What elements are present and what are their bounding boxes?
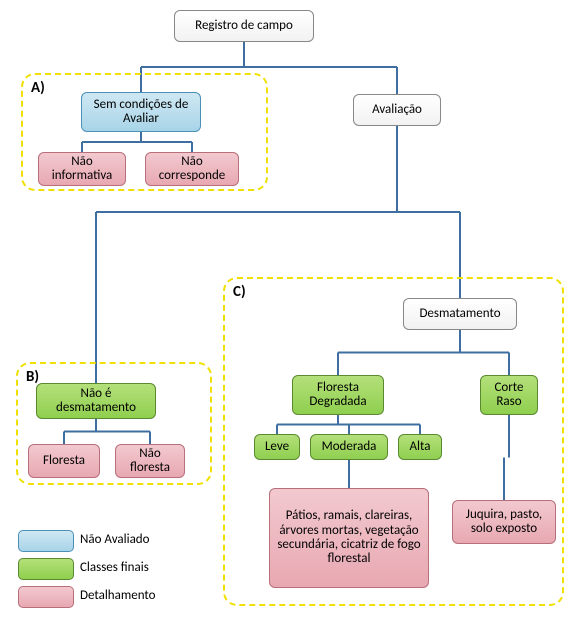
- node-det2: Juquira, pasto, solo exposto: [452, 500, 556, 544]
- node-alta: Alta: [398, 434, 442, 460]
- node-ndesm: Não é desmatamento: [36, 383, 156, 419]
- legend-swatch-blue: [18, 530, 74, 552]
- node-aval: Avaliação: [353, 94, 441, 126]
- node-ncor: Não corresponde: [145, 152, 239, 186]
- node-root: Registro de campo: [174, 10, 314, 42]
- node-fdeg: Floresta Degradada: [292, 375, 384, 415]
- legend-label-blue: Não Avaliado: [80, 532, 149, 547]
- legend-swatch-pink: [18, 586, 74, 608]
- node-mod: Moderada: [310, 434, 388, 460]
- node-raso: Corte Raso: [480, 375, 538, 415]
- node-leve: Leve: [254, 434, 300, 460]
- group-label-C: C): [233, 283, 246, 301]
- diagram-stage: A) B) C) Registro de campo Sem condições de …: [0, 0, 569, 617]
- node-ninf: Não informativa: [38, 152, 126, 186]
- node-det1: Pátios, ramais, clareiras, árvores morta…: [269, 488, 429, 588]
- legend-swatch-green: [18, 558, 74, 580]
- node-sem: Sem condições de Avaliar: [81, 92, 201, 132]
- group-label-B: B): [26, 368, 39, 386]
- group-label-A: A): [31, 79, 45, 97]
- node-flor: Floresta: [28, 444, 100, 478]
- node-nflor: Não floresta: [115, 444, 185, 478]
- node-desm: Desmatamento: [403, 298, 517, 330]
- legend-label-green: Classes finais: [80, 560, 149, 575]
- legend-label-pink: Detalhamento: [80, 588, 156, 603]
